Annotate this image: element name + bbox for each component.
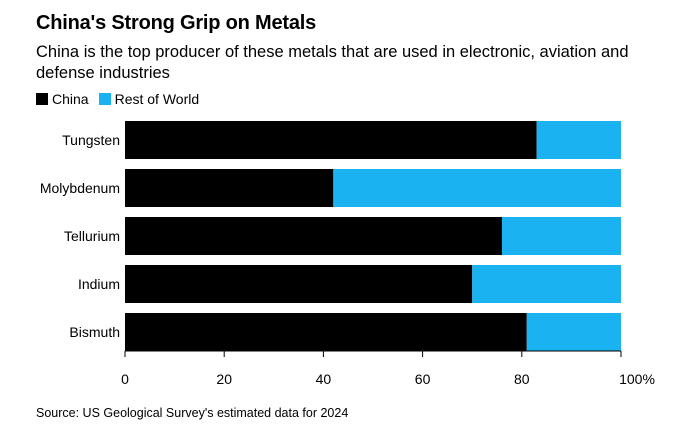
x-tick-label: 40	[316, 371, 332, 387]
category-label-tungsten: Tungsten	[62, 132, 120, 148]
category-label-indium: Indium	[78, 276, 120, 292]
legend-label-china: China	[52, 91, 89, 107]
source-note: Source: US Geological Survey's estimated…	[36, 406, 349, 420]
bar-molybdenum-china	[125, 169, 334, 207]
bar-tungsten-rest-of-world	[536, 121, 621, 159]
bar-bismuth-china	[125, 313, 527, 351]
x-tick-label: 100%	[619, 371, 655, 387]
chart-legend: China Rest of World	[36, 91, 209, 107]
bar-molybdenum-rest-of-world	[333, 169, 621, 207]
bar-tellurium-rest-of-world	[501, 217, 621, 255]
legend-item-rest-of-world: Rest of World	[98, 91, 200, 107]
x-tick-label: 0	[121, 371, 129, 387]
x-tick-label: 20	[216, 371, 232, 387]
legend-swatch-china	[36, 93, 48, 105]
bar-indium-rest-of-world	[472, 265, 621, 303]
category-label-tellurium: Tellurium	[64, 228, 120, 244]
bar-tungsten-china	[125, 121, 537, 159]
chart-subtitle: China is the top producer of these metal…	[36, 43, 629, 82]
category-label-bismuth: Bismuth	[69, 324, 120, 340]
x-tick-label: 80	[514, 371, 530, 387]
bar-bismuth-rest-of-world	[526, 313, 621, 351]
bar-indium-china	[125, 265, 473, 303]
stacked-bar-chart: Tungsten Molybdenum Tellurium Indium Bismuth…	[40, 121, 655, 387]
x-tick-label: 60	[415, 371, 431, 387]
chart-title: China's Strong Grip on Metals	[36, 12, 317, 34]
legend-item-china: China	[36, 91, 89, 107]
bar-tellurium-china	[125, 217, 502, 255]
legend-label-rest-of-world: Rest of World	[114, 91, 200, 107]
legend-swatch-rest-of-world	[98, 93, 111, 105]
category-label-molybdenum: Molybdenum	[40, 180, 120, 196]
